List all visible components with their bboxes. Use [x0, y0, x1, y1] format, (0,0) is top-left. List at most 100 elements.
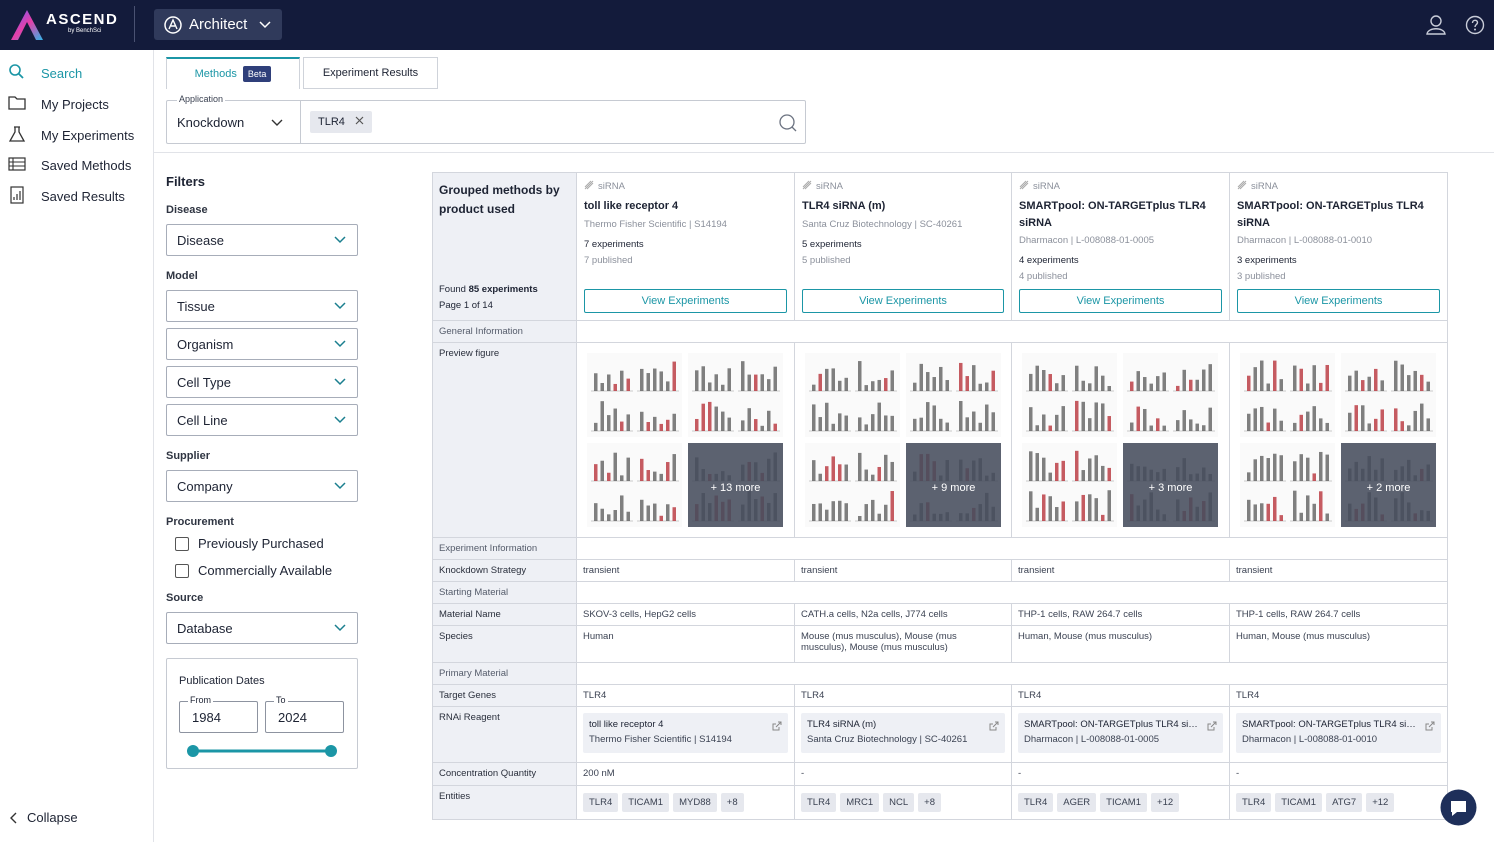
- more-overlay[interactable]: + 2 more: [1341, 443, 1436, 527]
- view-experiments-button[interactable]: View Experiments: [1237, 289, 1440, 313]
- checkbox[interactable]: Commercially Available: [175, 563, 358, 578]
- entity-chip[interactable]: TLR4: [801, 793, 837, 812]
- preview-thumbnail[interactable]: + 3 more: [1123, 443, 1218, 527]
- nav-item[interactable]: Saved Results: [8, 186, 125, 207]
- date-input-value: 1984: [192, 710, 221, 725]
- view-experiments-button[interactable]: View Experiments: [584, 289, 787, 313]
- table-cell: -: [1229, 762, 1448, 786]
- entity-chip[interactable]: TICAM1: [1275, 793, 1323, 812]
- preview-thumbnail[interactable]: [1022, 353, 1117, 437]
- date-input[interactable]: To 2024: [265, 695, 344, 733]
- view-experiments-button[interactable]: View Experiments: [1019, 289, 1222, 313]
- tab-experiment-results[interactable]: Experiment Results: [303, 57, 438, 89]
- filter-select[interactable]: Cell Line: [166, 404, 358, 436]
- table-cell: TLR4 TICAM1 ATG7 +12: [1229, 785, 1448, 820]
- more-overlay[interactable]: + 3 more: [1123, 443, 1218, 527]
- collapse-label: Collapse: [27, 810, 78, 825]
- preview-thumbnail[interactable]: [1240, 353, 1335, 437]
- nav-item[interactable]: Search: [8, 63, 82, 84]
- filters-title: Filters: [166, 174, 206, 189]
- search-header: [154, 50, 1494, 153]
- preview-thumbnail[interactable]: [1123, 353, 1218, 437]
- row-label: Starting Material: [432, 581, 577, 604]
- entity-chip[interactable]: +12: [1151, 793, 1180, 812]
- more-overlay[interactable]: + 9 more: [906, 443, 1001, 527]
- reagent-subtitle: Dharmacon | L-008088-01-0005: [1024, 734, 1160, 745]
- preview-thumbnail[interactable]: [805, 443, 900, 527]
- table-cell: transient: [576, 559, 795, 582]
- date-input[interactable]: From 1984: [179, 695, 258, 733]
- header-row: Grouped methods by product used Found 85 …: [432, 172, 1448, 321]
- filter-select[interactable]: Tissue: [166, 290, 358, 322]
- top-bar: ASCEND by BenchSci Architect: [0, 0, 1494, 50]
- nav-label: Saved Results: [41, 189, 125, 205]
- preview-thumbnail[interactable]: + 2 more: [1341, 443, 1436, 527]
- search-chip[interactable]: TLR4: [310, 111, 372, 133]
- entity-chip[interactable]: TLR4: [1236, 793, 1272, 812]
- filter-select[interactable]: Organism: [166, 328, 358, 360]
- preview-thumbnail[interactable]: [1341, 353, 1436, 437]
- application-select[interactable]: Knockdown: [177, 115, 245, 130]
- table-cell: SMARTpool: ON-TARGETplus TLR4 siRNA Dharm…: [1229, 706, 1448, 763]
- search-icon[interactable]: [778, 113, 798, 133]
- entity-chip[interactable]: AGER: [1057, 793, 1097, 812]
- checkbox[interactable]: Previously Purchased: [175, 536, 358, 551]
- entity-chip[interactable]: TICAM1: [622, 793, 670, 812]
- preview-thumbnail[interactable]: [587, 353, 682, 437]
- reagent-card[interactable]: SMARTpool: ON-TARGETplus TLR4 siRNA Dharm…: [1018, 713, 1223, 753]
- nav-icon: [8, 94, 26, 115]
- published-count: 4 published: [1019, 271, 1068, 282]
- entity-chip[interactable]: TLR4: [583, 793, 619, 812]
- filter-select[interactable]: Database: [166, 612, 358, 644]
- reagent-card[interactable]: toll like receptor 4 Thermo Fisher Scient…: [583, 713, 788, 753]
- preview-thumbnail[interactable]: [1240, 443, 1335, 527]
- entity-chip[interactable]: TICAM1: [1100, 793, 1148, 812]
- preview-thumbnail[interactable]: [688, 353, 783, 437]
- preview-thumbnail[interactable]: + 9 more: [906, 443, 1001, 527]
- preview-thumbnail[interactable]: [906, 353, 1001, 437]
- preview-thumbnail[interactable]: [1022, 443, 1117, 527]
- entity-chip[interactable]: +8: [720, 793, 744, 812]
- workspace-switcher[interactable]: Architect: [154, 9, 282, 40]
- preview-thumbnail[interactable]: + 13 more: [688, 443, 783, 527]
- entity-chip[interactable]: MYD88: [673, 793, 717, 812]
- table-cell: THP-1 cells, RAW 264.7 cells: [1229, 603, 1448, 626]
- entity-chip[interactable]: +8: [918, 793, 942, 812]
- view-experiments-button[interactable]: View Experiments: [802, 289, 1004, 313]
- help-icon[interactable]: [1465, 15, 1485, 35]
- nav-item[interactable]: Saved Methods: [8, 155, 131, 176]
- more-overlay[interactable]: + 13 more: [688, 443, 783, 527]
- reagent-subtitle: Santa Cruz Biotechnology | SC-40261: [807, 734, 968, 745]
- nav-item[interactable]: My Experiments: [8, 125, 134, 146]
- entity-chip[interactable]: ATG7: [1326, 793, 1363, 812]
- filter-select[interactable]: Cell Type: [166, 366, 358, 398]
- filter-select[interactable]: Disease: [166, 224, 358, 256]
- tab-methods[interactable]: Methods Beta: [166, 57, 300, 89]
- preview-thumbnail[interactable]: [587, 443, 682, 527]
- table-cell: -: [1011, 762, 1230, 786]
- filter-select[interactable]: Company: [166, 470, 358, 502]
- preview-thumbnail[interactable]: [805, 353, 900, 437]
- chat-button[interactable]: [1440, 789, 1477, 826]
- tab-label: Methods: [194, 68, 237, 80]
- workspace-name: Architect: [189, 16, 248, 33]
- row-label: General Information: [432, 320, 577, 343]
- collapse[interactable]: Collapse: [10, 810, 78, 825]
- nav-item[interactable]: My Projects: [8, 94, 109, 115]
- reagent-card[interactable]: TLR4 siRNA (m) Santa Cruz Biotechnology |…: [801, 713, 1005, 753]
- table-cell: THP-1 cells, RAW 264.7 cells: [1011, 603, 1230, 626]
- chip-remove[interactable]: [355, 116, 364, 128]
- application-label: Application: [177, 94, 226, 104]
- entity-chip[interactable]: NCL: [883, 793, 915, 812]
- table-cell: TLR4 siRNA (m) Santa Cruz Biotechnology |…: [794, 706, 1012, 763]
- entity-chip[interactable]: TLR4: [1018, 793, 1054, 812]
- user-icon[interactable]: [1425, 14, 1447, 36]
- reagent-card[interactable]: SMARTpool: ON-TARGETplus TLR4 siRNA Dharm…: [1236, 713, 1441, 753]
- entity-chip[interactable]: MRC1: [840, 793, 880, 812]
- date-slider[interactable]: [187, 744, 337, 763]
- tab-label: Experiment Results: [322, 67, 419, 79]
- table-row: Primary Material: [432, 662, 1448, 685]
- nav-icon: [8, 125, 26, 146]
- entity-chip[interactable]: +12: [1366, 793, 1395, 812]
- nav-icon: [8, 63, 26, 84]
